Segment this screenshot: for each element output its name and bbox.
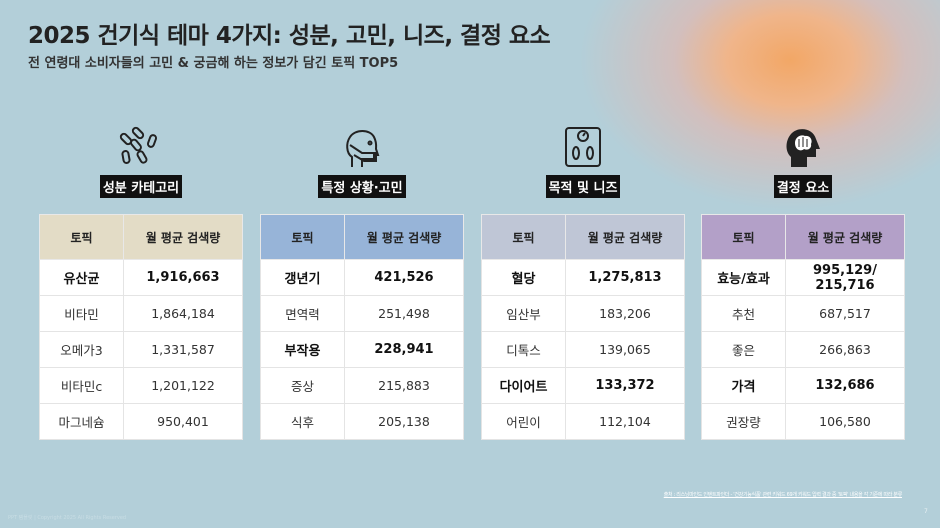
category-label: 결정 요소 (773, 175, 833, 198)
topic-cell: 비타민c (39, 367, 124, 404)
table-row: 효능/효과 995,129/ 215,716 (701, 259, 905, 296)
topic-table: 토픽 월 평균 검색량 효능/효과 995,129/ 215,716 추천 687,51… (701, 214, 905, 440)
volume-cell: 421,526 (344, 259, 464, 296)
volume-cell: 1,864,184 (123, 295, 243, 332)
topic-table: 토픽 월 평균 검색량 혈당 1,275,813 임산부 183,206 디톡스 139,0… (481, 214, 685, 440)
table-row: 비타민 1,864,184 (39, 295, 243, 332)
topic-cell: 부작용 (260, 331, 345, 368)
table-row: 추천 687,517 (701, 295, 905, 332)
table-row: 부작용 228,941 (260, 331, 464, 368)
volume-cell: 205,138 (344, 403, 464, 440)
copyright: PPT 템플릿 | Copyright 2025 All Rights Rese… (8, 515, 127, 521)
table-row: 갱년기 421,526 (260, 259, 464, 296)
header-topic: 토픽 (260, 214, 345, 260)
table-row: 증상 215,883 (260, 367, 464, 404)
table-row: 유산균 1,916,663 (39, 259, 243, 296)
category-label: 특정 상황·고민 (318, 175, 406, 198)
volume-cell: 106,580 (785, 403, 905, 440)
volume-cell: 215,883 (344, 367, 464, 404)
category-column: 특정 상황·고민 토픽 월 평균 검색량 갱년기 421,526 면역력 251,498… (260, 125, 464, 440)
topic-cell: 식후 (260, 403, 345, 440)
topic-table: 토픽 월 평균 검색량 유산균 1,916,663 비타민 1,864,184 오메가3 1… (39, 214, 243, 440)
table-row: 면역력 251,498 (260, 295, 464, 332)
category-column: 결정 요소 토픽 월 평균 검색량 효능/효과 995,129/ 215,716 추천… (701, 125, 905, 440)
header-search-volume: 월 평균 검색량 (565, 214, 685, 260)
topic-cell: 좋은 (701, 331, 786, 368)
volume-cell: 183,206 (565, 295, 685, 332)
table-row: 비타민c 1,201,122 (39, 367, 243, 404)
topic-cell: 유산균 (39, 259, 124, 296)
topic-cell: 마그네슘 (39, 403, 124, 440)
volume-cell: 251,498 (344, 295, 464, 332)
header-search-volume: 월 평균 검색량 (344, 214, 464, 260)
volume-cell: 1,916,663 (123, 259, 243, 296)
header-search-volume: 월 평균 검색량 (785, 214, 905, 260)
volume-cell: 112,104 (565, 403, 685, 440)
topic-cell: 면역력 (260, 295, 345, 332)
category-column: 성분 카테고리 토픽 월 평균 검색량 유산균 1,916,663 비타민 1,864,… (39, 125, 243, 440)
header-topic: 토픽 (39, 214, 124, 260)
brain-head-icon (701, 125, 905, 169)
page-subtitle: 전 연령대 소비자들의 고민 & 궁금해 하는 정보가 담긴 토픽 TOP5 (28, 56, 399, 71)
volume-cell: 687,517 (785, 295, 905, 332)
category-label: 성분 카테고리 (99, 175, 183, 198)
topic-cell: 어린이 (481, 403, 566, 440)
topic-cell: 다이어트 (481, 367, 566, 404)
header-search-volume: 월 평균 검색량 (123, 214, 243, 260)
table-row: 권장량 106,580 (701, 403, 905, 440)
table-row: 식후 205,138 (260, 403, 464, 440)
page-title: 2025 건기식 테마 4가지: 성분, 고민, 니즈, 결정 요소 (28, 23, 551, 49)
source-note: 출처 : 리스닝마인드 인텐트파인더 - '건강기능식품' 관련 키워드 69개… (663, 492, 903, 498)
topic-cell: 가격 (701, 367, 786, 404)
topic-cell: 효능/효과 (701, 259, 786, 296)
volume-cell: 133,372 (565, 367, 685, 404)
table-row: 디톡스 139,065 (481, 331, 685, 368)
topic-cell: 오메가3 (39, 331, 124, 368)
mask-head-icon (260, 125, 464, 169)
volume-cell: 1,331,587 (123, 331, 243, 368)
topic-cell: 증상 (260, 367, 345, 404)
category-label: 목적 및 니즈 (545, 175, 621, 198)
category-column: 목적 및 니즈 토픽 월 평균 검색량 혈당 1,275,813 임산부 183,206… (481, 125, 685, 440)
topic-cell: 권장량 (701, 403, 786, 440)
page-number: 7 (924, 508, 928, 515)
topic-cell: 디톡스 (481, 331, 566, 368)
header-topic: 토픽 (701, 214, 786, 260)
volume-cell: 139,065 (565, 331, 685, 368)
volume-cell: 1,275,813 (565, 259, 685, 296)
volume-cell: 995,129/ 215,716 (785, 259, 905, 296)
capsules-icon (39, 125, 243, 169)
table-row: 마그네슘 950,401 (39, 403, 243, 440)
scale-icon (481, 125, 685, 169)
volume-cell: 132,686 (785, 367, 905, 404)
table-row: 가격 132,686 (701, 367, 905, 404)
volume-cell: 950,401 (123, 403, 243, 440)
table-row: 오메가3 1,331,587 (39, 331, 243, 368)
table-row: 어린이 112,104 (481, 403, 685, 440)
topic-cell: 임산부 (481, 295, 566, 332)
topic-cell: 비타민 (39, 295, 124, 332)
topic-cell: 갱년기 (260, 259, 345, 296)
volume-cell: 266,863 (785, 331, 905, 368)
volume-cell: 228,941 (344, 331, 464, 368)
table-row: 임산부 183,206 (481, 295, 685, 332)
table-row: 좋은 266,863 (701, 331, 905, 368)
table-row: 다이어트 133,372 (481, 367, 685, 404)
table-row: 혈당 1,275,813 (481, 259, 685, 296)
header-topic: 토픽 (481, 214, 566, 260)
topic-cell: 혈당 (481, 259, 566, 296)
volume-cell: 1,201,122 (123, 367, 243, 404)
topic-cell: 추천 (701, 295, 786, 332)
topic-table: 토픽 월 평균 검색량 갱년기 421,526 면역력 251,498 부작용 228,94… (260, 214, 464, 440)
